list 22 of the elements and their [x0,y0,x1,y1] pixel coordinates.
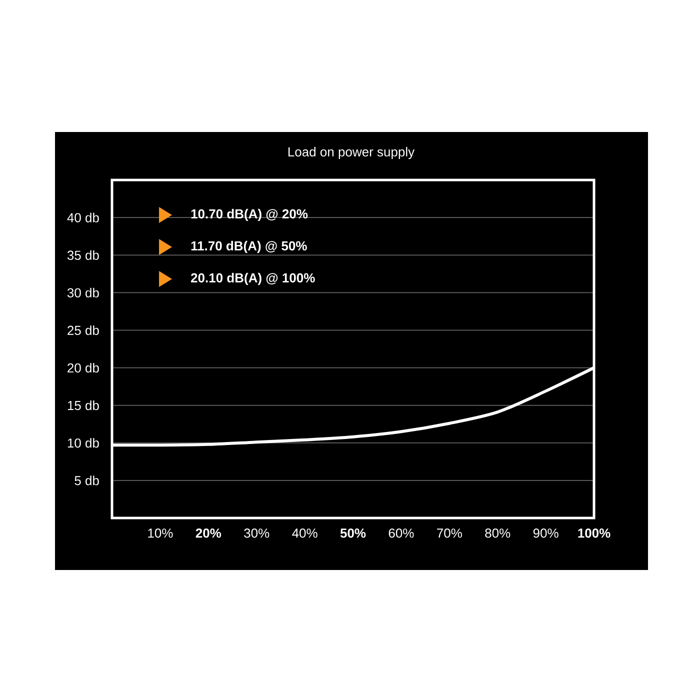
x-tick-label: 50% [340,528,366,538]
x-tick-label: 70% [437,528,462,538]
x-tick-label: 100% [578,528,610,538]
y-tick-label: 35 db [67,250,99,260]
x-tick-label: 30% [244,528,270,538]
y-tick-label: 15 db [68,400,99,410]
x-tick-label: 60% [388,528,414,538]
annotation: 10.70 dB(A) @ 20% [191,208,308,222]
x-tick-label: 90% [533,528,558,538]
y-tick-label: 20 db [68,362,99,373]
x-tick-label: 40% [292,528,318,538]
x-tick-label: 20% [196,528,222,538]
y-tick-label: 30 db [67,288,99,298]
y-tick-label: 40 db [67,212,99,222]
x-tick-label: 10% [148,528,173,538]
y-tick-label: 25 db [68,325,99,335]
y-tick-label: 5 db [74,476,99,486]
annotation: 11.70 dB(A) @ 50% [191,240,307,254]
chart-title: Load on power supply [288,146,415,160]
y-tick-label: 10 db [68,438,99,448]
annotation: 20.10 dB(A) @ 100% [190,272,315,286]
x-tick-label: 80% [485,528,510,538]
